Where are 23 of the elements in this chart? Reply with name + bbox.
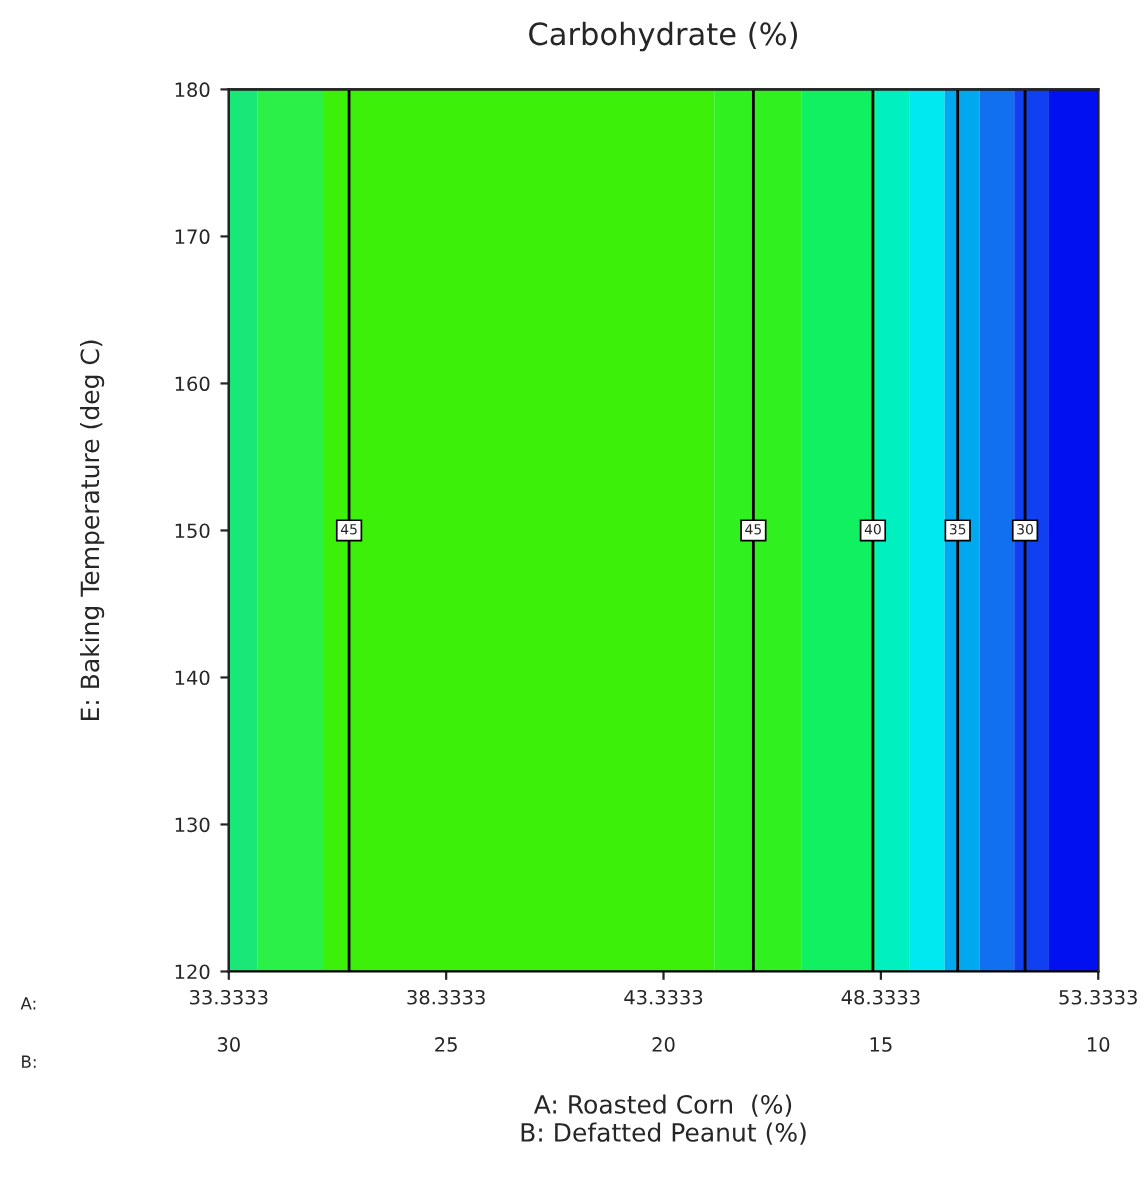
text: B: xyxy=(22,1055,36,1068)
x-axis-title: A: Roasted Corn (%) xyxy=(533,1094,792,1117)
x-tick-label: 43.3333 xyxy=(624,989,703,1005)
y-tick-label: 180 xyxy=(175,82,210,98)
y-tick-label: 120 xyxy=(175,964,210,980)
x-tick-label: 48.3333 xyxy=(841,989,920,1005)
x2-tick-label: 25 xyxy=(435,1037,457,1052)
x-tick-label: 33.3333 xyxy=(190,989,268,1005)
x2-tick-label: 30 xyxy=(217,1037,240,1052)
y-axis-title: E: Baking Temperature (deg C) xyxy=(79,340,105,721)
x2-tick-label: 20 xyxy=(652,1037,675,1052)
x2-tick-label: 15 xyxy=(870,1037,892,1052)
y-tick-label: 150 xyxy=(175,523,210,539)
y-tick-label: 130 xyxy=(175,817,210,833)
text: A: xyxy=(20,997,36,1010)
y-tick-label: 170 xyxy=(175,229,210,245)
x2-tick-label: 10 xyxy=(1088,1037,1110,1052)
chart-title: Carbohydrate (%) xyxy=(529,21,797,52)
x2-axis-title: B: Defatted Peanut (%) xyxy=(521,1122,806,1145)
y-tick-label: 140 xyxy=(175,670,210,686)
x-tick-label: 38.3333 xyxy=(407,989,485,1005)
x-tick-label: 53.3333 xyxy=(1059,989,1137,1005)
y-tick-label: 160 xyxy=(175,376,210,392)
